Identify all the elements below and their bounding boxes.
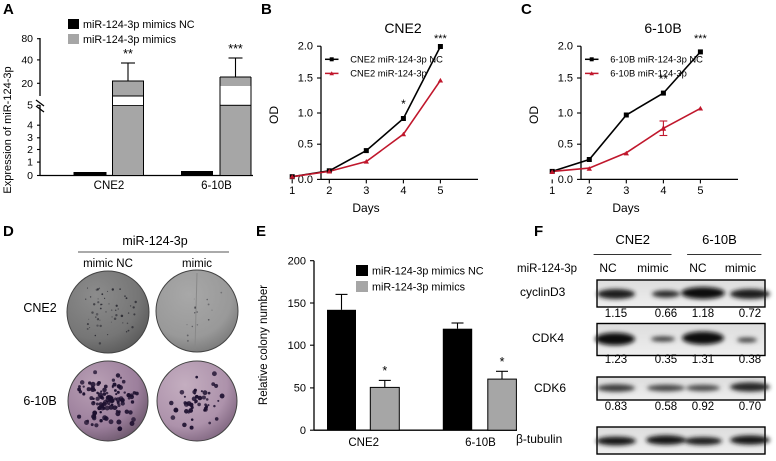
svg-text:**: ** xyxy=(123,47,133,61)
svg-text:100: 100 xyxy=(288,340,306,352)
svg-text:0: 0 xyxy=(27,170,33,182)
svg-text:2: 2 xyxy=(27,144,33,156)
svg-text:CNE2: CNE2 xyxy=(94,180,125,192)
svg-text:6-10B miR-124-3p: 6-10B miR-124-3p xyxy=(610,68,687,79)
svg-text:5: 5 xyxy=(437,185,443,197)
svg-text:20: 20 xyxy=(21,78,33,90)
svg-text:0.5: 0.5 xyxy=(558,139,573,151)
svg-text:***: *** xyxy=(228,42,243,56)
svg-text:mimic: mimic xyxy=(637,261,668,275)
svg-text:1: 1 xyxy=(289,185,295,197)
svg-text:5: 5 xyxy=(697,185,703,197)
svg-text:0.35: 0.35 xyxy=(655,354,677,366)
svg-text:4: 4 xyxy=(27,120,33,132)
svg-text:5: 5 xyxy=(27,100,33,112)
svg-text:CNE2: CNE2 xyxy=(384,20,422,36)
svg-text:Expression of miR-124-3p: Expression of miR-124-3p xyxy=(2,66,14,193)
svg-text:CNE2: CNE2 xyxy=(615,232,650,247)
svg-text:CNE2: CNE2 xyxy=(23,301,56,315)
svg-text:cyclinD3: cyclinD3 xyxy=(520,285,566,299)
svg-text:1.23: 1.23 xyxy=(605,354,627,366)
svg-text:6-10B: 6-10B xyxy=(23,394,56,408)
svg-text:miR-124-3p mimics: miR-124-3p mimics xyxy=(372,282,466,294)
svg-text:B: B xyxy=(261,1,272,18)
svg-text:*: * xyxy=(382,364,387,378)
svg-text:Days: Days xyxy=(612,201,639,215)
svg-text:50: 50 xyxy=(294,383,306,395)
svg-text:1.5: 1.5 xyxy=(558,73,573,85)
svg-text:Days: Days xyxy=(352,201,379,215)
svg-text:***: *** xyxy=(694,33,708,45)
svg-text:6-10B: 6-10B xyxy=(702,232,737,247)
svg-text:D: D xyxy=(3,225,14,240)
svg-text:6-10B: 6-10B xyxy=(201,180,232,192)
svg-text:mimic NC: mimic NC xyxy=(83,258,133,270)
svg-text:CDK6: CDK6 xyxy=(534,381,566,395)
svg-text:0.92: 0.92 xyxy=(692,401,714,413)
svg-text:C: C xyxy=(521,1,532,18)
svg-text:β-tubulin: β-tubulin xyxy=(516,432,562,446)
svg-text:2: 2 xyxy=(326,185,332,197)
svg-text:*: * xyxy=(500,355,505,369)
svg-text:3: 3 xyxy=(623,185,629,197)
svg-text:80: 80 xyxy=(21,33,33,45)
svg-text:0.66: 0.66 xyxy=(655,308,677,320)
svg-text:CNE2 miR-124-3p NC: CNE2 miR-124-3p NC xyxy=(350,54,443,65)
svg-text:6-10B: 6-10B xyxy=(465,437,496,449)
svg-text:Relative colony number: Relative colony number xyxy=(258,285,270,405)
svg-text:miR-124-3p: miR-124-3p xyxy=(517,263,577,275)
svg-text:NC: NC xyxy=(599,261,617,275)
svg-text:*: * xyxy=(401,97,406,111)
svg-text:0.5: 0.5 xyxy=(298,139,313,151)
svg-text:CNE2 miR-124-3p: CNE2 miR-124-3p xyxy=(350,68,427,79)
svg-text:6-10B miR-124-3p NC: 6-10B miR-124-3p NC xyxy=(610,54,703,65)
svg-text:CNE2: CNE2 xyxy=(348,437,379,449)
svg-text:1: 1 xyxy=(27,157,33,169)
svg-text:4: 4 xyxy=(400,185,406,197)
svg-text:F: F xyxy=(534,225,543,240)
svg-text:3: 3 xyxy=(363,185,369,197)
svg-text:6-10B: 6-10B xyxy=(644,20,681,36)
svg-text:4: 4 xyxy=(660,185,666,197)
svg-text:***: *** xyxy=(434,33,448,45)
svg-text:1.0: 1.0 xyxy=(298,108,313,120)
svg-text:1.5: 1.5 xyxy=(298,73,313,85)
svg-text:E: E xyxy=(256,225,266,240)
svg-text:0.0: 0.0 xyxy=(558,174,573,186)
svg-text:3: 3 xyxy=(27,132,33,144)
svg-text:40: 40 xyxy=(21,55,33,67)
svg-text:1: 1 xyxy=(549,185,555,197)
svg-text:1.15: 1.15 xyxy=(605,308,627,320)
svg-text:0.83: 0.83 xyxy=(605,401,627,413)
svg-text:miR-124-3p mimics NC: miR-124-3p mimics NC xyxy=(372,266,484,278)
svg-text:miR-124-3p mimics NC: miR-124-3p mimics NC xyxy=(83,19,195,31)
svg-text:0: 0 xyxy=(300,425,306,437)
svg-text:0.58: 0.58 xyxy=(655,401,677,413)
svg-text:1.31: 1.31 xyxy=(692,354,714,366)
svg-text:OD: OD xyxy=(267,106,281,124)
svg-text:mimic: mimic xyxy=(182,258,212,270)
svg-text:2: 2 xyxy=(586,185,592,197)
svg-text:OD: OD xyxy=(527,106,541,124)
svg-text:CDK4: CDK4 xyxy=(532,331,564,345)
svg-text:NC: NC xyxy=(689,261,707,275)
svg-text:0.38: 0.38 xyxy=(739,354,761,366)
svg-text:200: 200 xyxy=(288,256,306,268)
svg-text:1.18: 1.18 xyxy=(692,308,714,320)
svg-text:mimic: mimic xyxy=(725,261,756,275)
svg-text:150: 150 xyxy=(288,298,306,310)
svg-text:miR-124-3p mimics: miR-124-3p mimics xyxy=(83,34,177,46)
svg-text:0.72: 0.72 xyxy=(739,308,761,320)
svg-text:1.0: 1.0 xyxy=(558,108,573,120)
svg-text:A: A xyxy=(3,1,14,18)
svg-text:2.0: 2.0 xyxy=(298,41,313,53)
svg-text:miR-124-3p: miR-124-3p xyxy=(122,234,187,248)
svg-text:0.70: 0.70 xyxy=(739,401,761,413)
svg-text:2.0: 2.0 xyxy=(558,41,573,53)
